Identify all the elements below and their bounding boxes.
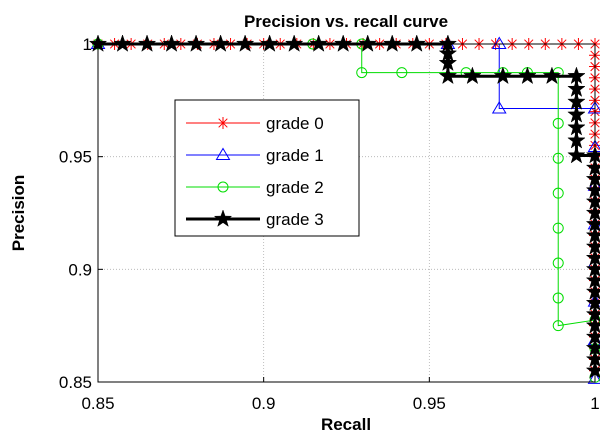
y-tick-label: 1 xyxy=(83,35,92,54)
data-point xyxy=(284,34,304,52)
axis-ticks: 0.85 0.9 0.95 1 0.85 0.9 0.95 1 xyxy=(59,35,600,413)
data-point xyxy=(407,34,427,52)
legend-item-grade-1: grade 1 xyxy=(186,146,324,165)
data-point xyxy=(137,34,157,52)
legend-marker xyxy=(213,209,233,227)
x-tick-label: 1 xyxy=(590,394,599,413)
legend-item-grade-3: grade 3 xyxy=(186,209,324,229)
data-point xyxy=(552,187,564,199)
x-axis-label: Recall xyxy=(321,415,371,434)
data-point xyxy=(382,34,402,52)
y-tick-label: 0.9 xyxy=(68,260,92,279)
data-point xyxy=(396,67,408,79)
data-point xyxy=(518,66,537,85)
data-point xyxy=(493,66,513,85)
data-point xyxy=(186,34,206,52)
series-line xyxy=(98,43,596,378)
legend-label: grade 1 xyxy=(266,146,324,165)
y-tick-label: 0.95 xyxy=(59,148,92,167)
legend-item-grade-2: grade 2 xyxy=(186,178,324,197)
data-point xyxy=(552,117,564,129)
plot-area-frame xyxy=(97,43,596,383)
data-point xyxy=(491,36,507,50)
data-point xyxy=(567,130,586,149)
data-point xyxy=(552,257,564,269)
data-point xyxy=(113,34,132,52)
data-point xyxy=(162,34,181,52)
data-point xyxy=(211,34,230,52)
y-axis-label: Precision xyxy=(9,175,28,252)
data-point xyxy=(542,66,562,85)
data-point xyxy=(552,152,564,164)
data-point xyxy=(438,66,458,85)
legend-item-grade-0: grade 0 xyxy=(186,114,324,133)
data-point xyxy=(552,222,564,234)
data-point xyxy=(552,292,564,304)
legend-label: grade 0 xyxy=(266,114,324,133)
legend-marker xyxy=(215,147,231,161)
chart-title: Precision vs. recall curve xyxy=(244,12,448,31)
data-point xyxy=(358,34,377,52)
data-point xyxy=(567,145,586,164)
data-point xyxy=(587,371,600,384)
data-point xyxy=(463,66,482,85)
legend-marker xyxy=(217,181,229,193)
x-tick-label: 0.85 xyxy=(81,394,114,413)
data-point xyxy=(260,34,279,52)
legend-label: grade 2 xyxy=(266,178,324,197)
legend-label: grade 3 xyxy=(266,210,324,229)
data-point xyxy=(552,320,564,332)
data-point xyxy=(333,34,353,52)
data-point xyxy=(309,34,328,52)
data-point xyxy=(491,100,507,114)
y-tick-label: 0.85 xyxy=(59,373,92,392)
data-point xyxy=(356,67,368,79)
legend-marker xyxy=(217,117,229,129)
x-tick-label: 0.95 xyxy=(413,394,446,413)
x-tick-label: 0.9 xyxy=(252,394,276,413)
data-point xyxy=(235,34,255,52)
legend: grade 0 grade 1 grade 2 grade 3 xyxy=(174,99,360,237)
